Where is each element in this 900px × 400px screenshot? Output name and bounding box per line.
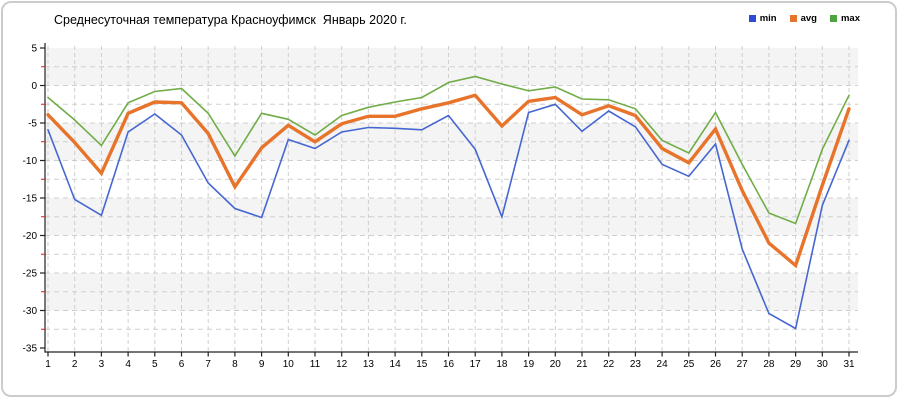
x-tick-label: 26: [710, 359, 722, 370]
x-tick-label: 12: [336, 359, 348, 370]
y-tick-label: -35: [23, 344, 38, 355]
x-tick-label: 22: [603, 359, 615, 370]
x-tick-label: 5: [152, 359, 158, 370]
x-tick-label: 1: [45, 359, 51, 370]
x-tick-label: 11: [310, 359, 321, 370]
x-tick-label: 16: [443, 359, 455, 370]
y-tick-label: -5: [28, 119, 37, 130]
x-tick-label: 24: [657, 359, 669, 370]
avg-series-swatch: [789, 15, 797, 22]
x-tick-label: 28: [763, 359, 775, 370]
legend-item-min: min: [748, 13, 777, 24]
legend-label-max: max: [840, 13, 860, 24]
axis-lines: [44, 43, 858, 353]
y-tick-label: 0: [31, 81, 37, 92]
x-tick-label: 27: [737, 359, 749, 370]
x-tick-label: 30: [817, 359, 829, 370]
x-tick-label: 25: [683, 359, 695, 370]
y-tick-label: 5: [31, 44, 37, 55]
series-line-min: [47, 103, 850, 330]
x-tick-label: 2: [72, 359, 78, 370]
max-series-swatch: [829, 15, 837, 22]
y-tick-label: -15: [23, 194, 38, 205]
min-series-swatch: [748, 15, 756, 22]
x-tick-label: 8: [232, 359, 238, 370]
y-tick-label: -25: [23, 269, 38, 280]
x-tick-label: 9: [259, 359, 265, 370]
y-tick-label: -20: [23, 231, 38, 242]
x-tick-label: 15: [416, 359, 428, 370]
x-tick-label: 18: [496, 359, 508, 370]
x-tick-label: 13: [363, 359, 375, 370]
legend-label-min: min: [759, 13, 777, 24]
x-tick-label: 20: [550, 359, 562, 370]
x-tick-label: 3: [99, 359, 105, 370]
series-line-avg: [46, 93, 851, 269]
chart-title: Среднесуточная температура Красноуфимск …: [54, 13, 407, 27]
x-tick-label: 31: [843, 359, 855, 370]
y-tick-label: -10: [23, 156, 38, 167]
legend: min avg max: [748, 13, 860, 24]
legend-label-avg: avg: [800, 13, 817, 24]
x-tick-label: 14: [390, 359, 402, 370]
x-tick-label: 10: [283, 359, 295, 370]
x-tick-label: 6: [179, 359, 185, 370]
x-tick-label: 29: [790, 359, 802, 370]
series-line-max: [47, 75, 850, 225]
x-tick-label: 21: [576, 359, 588, 370]
x-tick-label: 4: [125, 359, 131, 370]
y-tick-label: -30: [23, 306, 38, 317]
x-tick-label: 19: [523, 359, 535, 370]
legend-item-max: max: [829, 13, 860, 24]
legend-item-avg: avg: [789, 13, 817, 24]
x-tick-label: 23: [630, 359, 642, 370]
x-tick-label: 7: [205, 359, 211, 370]
x-tick-label: 17: [470, 359, 482, 370]
